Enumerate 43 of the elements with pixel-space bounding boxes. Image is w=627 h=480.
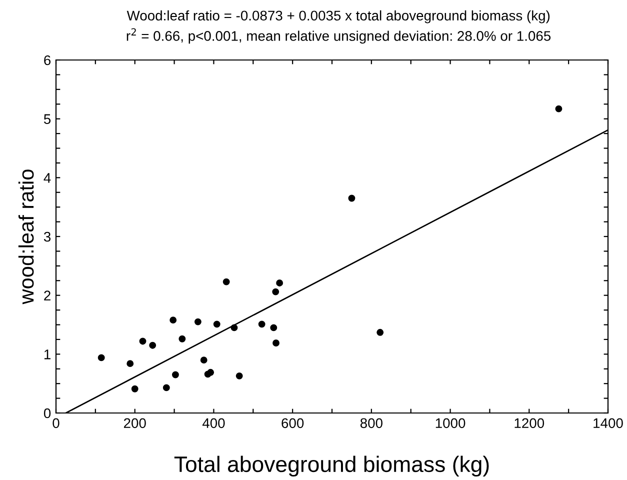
x-tick-label: 1400	[594, 418, 623, 428]
point	[98, 354, 105, 362]
x-axis-title: Total aboveground biomass (kg)	[174, 456, 489, 477]
point	[276, 280, 284, 286]
point	[207, 368, 214, 376]
point	[149, 342, 156, 349]
point	[213, 320, 220, 328]
point	[172, 371, 179, 378]
point	[270, 324, 278, 332]
point	[170, 316, 177, 324]
chart-subtitle: r$^{2}$ = 0.66, p<0.001, mean relative unsigned deviation: 28.0% or 1.065	[126, 28, 551, 44]
point	[178, 335, 186, 342]
point	[200, 356, 208, 364]
x-tick-label: 400	[202, 418, 225, 428]
y-tick-label: 2	[44, 290, 50, 300]
y-tick-label: 4	[44, 173, 51, 183]
point	[162, 384, 170, 392]
point	[258, 320, 266, 328]
point	[230, 324, 238, 332]
point	[131, 385, 138, 392]
point	[222, 278, 230, 286]
point	[272, 340, 280, 346]
point	[376, 328, 384, 336]
point	[139, 338, 146, 345]
x-tick-label: 1000	[436, 418, 466, 428]
point	[194, 318, 202, 326]
y-axis-title: wood:leaf ratio	[18, 170, 34, 304]
y-tick-label: 5	[44, 114, 51, 124]
x-tick-label: 0	[52, 418, 60, 428]
point	[555, 105, 562, 112]
y-tick-label: 6	[44, 55, 51, 66]
y-tick-label: 1	[44, 350, 50, 360]
y-tick-label: 3	[44, 232, 51, 242]
point	[126, 360, 134, 368]
x-tick-label: 1200	[514, 418, 544, 428]
point	[272, 288, 280, 296]
x-tick-label: 800	[360, 418, 382, 428]
chart-title: Wood:leaf ratio = -0.0873 + 0.0035 x total aboveground biomass (kg)	[126, 10, 550, 24]
y-tick-label: 0	[44, 408, 51, 418]
point	[236, 372, 243, 380]
x-tick-label: 600	[282, 418, 304, 428]
point	[348, 194, 356, 202]
x-tick-label: 200	[124, 418, 146, 428]
